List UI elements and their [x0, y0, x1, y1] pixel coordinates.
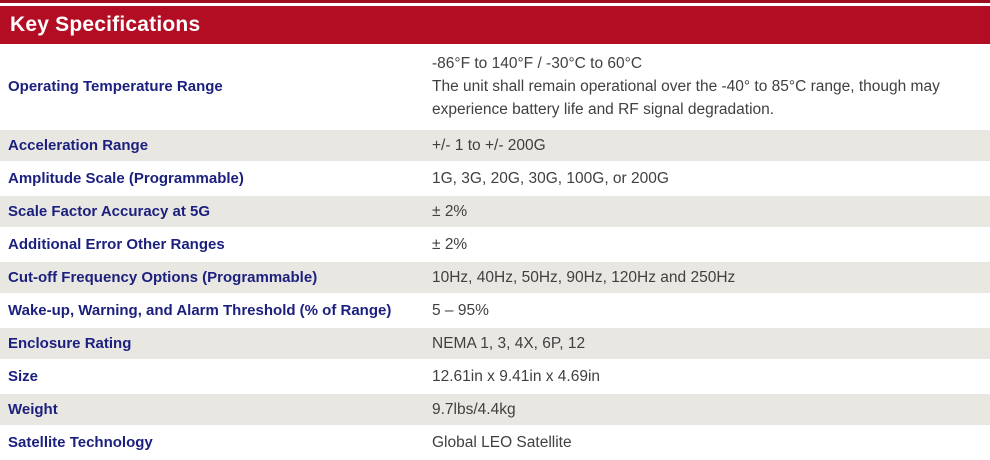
spec-value-line: 12.61in x 9.41in x 4.69in [432, 368, 601, 385]
spec-value-line: ± 2% [432, 203, 468, 220]
spec-label: Enclosure Rating [8, 335, 132, 352]
table-row: Additional Error Other Ranges ± 2% [0, 229, 990, 262]
spec-value-line: The unit shall remain operational over t… [432, 77, 940, 95]
spec-value-line: -86°F to 140°F / -30°C to 60°C [432, 54, 643, 72]
spec-label: Amplitude Scale (Programmable) [8, 170, 244, 187]
spec-value-line: ± 2% [432, 236, 468, 253]
table-row: Size 12.61in x 9.41in x 4.69in [0, 361, 990, 394]
spec-label: Weight [8, 401, 58, 418]
table-row: Enclosure Rating NEMA 1, 3, 4X, 6P, 12 [0, 328, 990, 361]
spec-value: NEMA 1, 3, 4X, 6P, 12 [432, 332, 990, 355]
spec-value-line: +/- 1 to +/- 200G [432, 137, 546, 154]
table-row: Cut-off Frequency Options (Programmable)… [0, 262, 990, 295]
spec-label: Size [8, 368, 39, 385]
spec-value-line: 9.7lbs/4.4kg [432, 401, 516, 418]
spec-value-line: experience battery life and RF signal de… [432, 100, 775, 118]
table-row: Satellite Technology Global LEO Satellit… [0, 427, 990, 460]
spec-label: Additional Error Other Ranges [8, 236, 225, 253]
section-header: Key Specifications [0, 6, 990, 44]
spec-value: 5 – 95% [432, 299, 990, 322]
spec-value: Global LEO Satellite [432, 431, 990, 454]
table-row: Operating Temperature Range -86°F to 140… [0, 44, 990, 130]
spec-value: -86°F to 140°F / -30°C to 60°C The unit s… [432, 52, 990, 121]
spec-label: Acceleration Range [8, 137, 149, 154]
spec-value: ± 2% [432, 233, 990, 256]
top-accent-line [0, 0, 990, 3]
spec-value-line: 1G, 3G, 20G, 30G, 100G, or 200G [432, 170, 669, 187]
spec-value: 12.61in x 9.41in x 4.69in [432, 365, 990, 388]
spec-table: Operating Temperature Range -86°F to 140… [0, 44, 990, 460]
spec-value-line: 5 – 95% [432, 302, 489, 319]
spec-value: +/- 1 to +/- 200G [432, 134, 990, 157]
spec-value: ± 2% [432, 200, 990, 223]
table-row: Scale Factor Accuracy at 5G ± 2% [0, 196, 990, 229]
spec-label: Satellite Technology [8, 434, 153, 451]
spec-value-line: 10Hz, 40Hz, 50Hz, 90Hz, 120Hz and 250Hz [432, 269, 736, 286]
table-row: Amplitude Scale (Programmable) 1G, 3G, 2… [0, 163, 990, 196]
spec-value: 10Hz, 40Hz, 50Hz, 90Hz, 120Hz and 250Hz [432, 266, 990, 289]
page-title: Key Specifications [10, 13, 201, 36]
spec-value: 9.7lbs/4.4kg [432, 398, 990, 421]
table-row: Weight 9.7lbs/4.4kg [0, 394, 990, 427]
table-row: Acceleration Range +/- 1 to +/- 200G [0, 130, 990, 163]
spec-label: Scale Factor Accuracy at 5G [8, 203, 211, 220]
spec-value-line: NEMA 1, 3, 4X, 6P, 12 [432, 335, 586, 352]
spec-label: Cut-off Frequency Options (Programmable) [8, 269, 318, 286]
spec-value-line: Global LEO Satellite [432, 434, 572, 451]
table-row: Wake-up, Warning, and Alarm Threshold (%… [0, 295, 990, 328]
spec-label: Operating Temperature Range [8, 77, 223, 95]
spec-label: Wake-up, Warning, and Alarm Threshold (%… [8, 302, 392, 319]
spec-value: 1G, 3G, 20G, 30G, 100G, or 200G [432, 167, 990, 190]
